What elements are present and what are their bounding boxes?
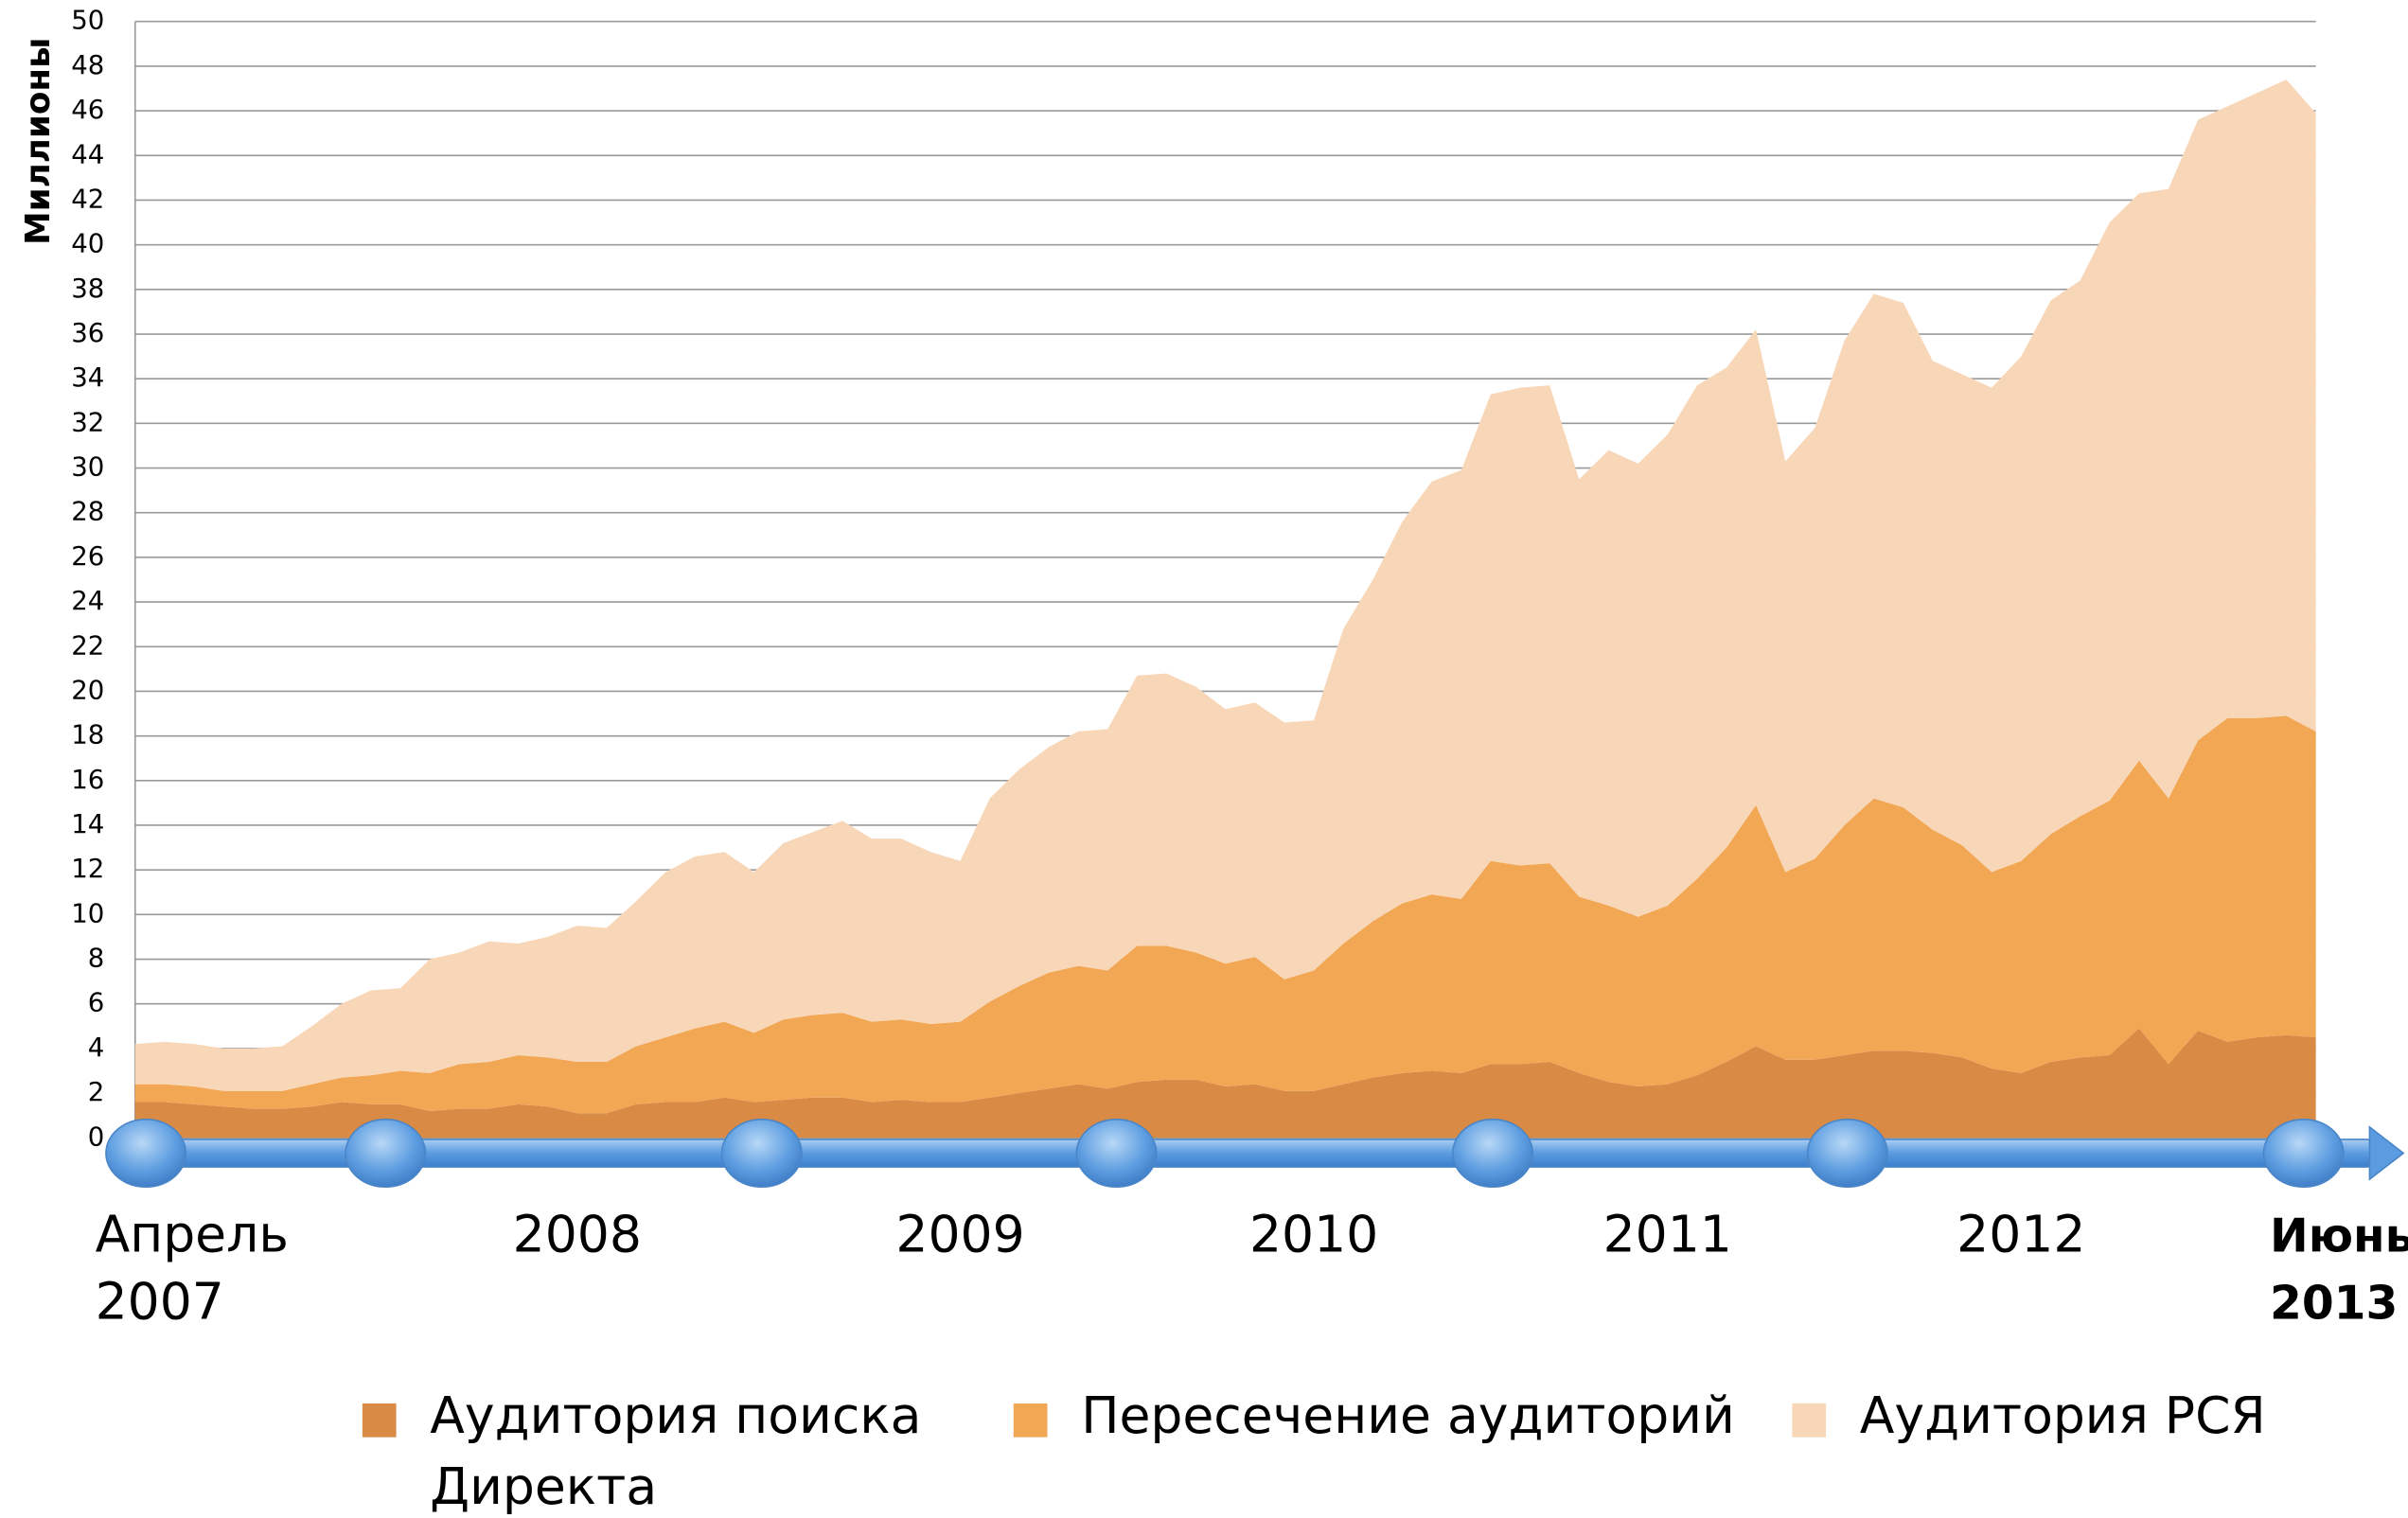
area — [134, 79, 2316, 1091]
y-tick-label: 34 — [71, 362, 104, 393]
y-tick-label: 10 — [71, 897, 104, 928]
y-tick-label: 20 — [71, 674, 104, 705]
y-tick-label: 0 — [88, 1121, 105, 1152]
y-tick-label: 24 — [71, 585, 104, 616]
timeline-knob — [1452, 1118, 1534, 1188]
timeline-knob — [1075, 1118, 1158, 1188]
legend-label: Пересечение аудиторий — [1081, 1386, 1735, 1445]
y-tick-label: 6 — [88, 987, 105, 1018]
x-tick-label: 2008 — [513, 1204, 642, 1263]
x-tick-label: 2010 — [1249, 1204, 1378, 1263]
legend-label: Аудитория поиска Директа — [430, 1386, 921, 1516]
y-tick-label: 4 — [88, 1032, 105, 1063]
x-tick-label: 2011 — [1603, 1204, 1732, 1263]
y-tick-label: 18 — [71, 719, 104, 750]
legend-label: Аудитория РСЯ — [1860, 1386, 2266, 1445]
legend-swatch — [362, 1403, 397, 1438]
x-tick-label: 2009 — [895, 1204, 1024, 1263]
timeline-knob — [345, 1118, 427, 1188]
timeline-arrow — [2368, 1125, 2405, 1181]
x-labels: Апрель 2007 2008 2009 2010 2011 2012 Июнь 2013 — [96, 1204, 2408, 1331]
y-tick-label: 8 — [88, 943, 105, 974]
y-tick-label: 48 — [71, 49, 104, 80]
timeline — [105, 1118, 2405, 1188]
x-tick-label: Июнь 2013 — [2270, 1209, 2408, 1330]
timeline-knob — [720, 1118, 803, 1188]
legend-swatch — [1792, 1403, 1827, 1438]
y-tick-label: 16 — [71, 764, 104, 795]
y-tick-label: 14 — [71, 808, 104, 839]
y-tick-label: 42 — [71, 183, 104, 214]
y-tick-label: 2 — [88, 1076, 105, 1107]
y-tick-label: 50 — [71, 5, 104, 36]
timeline-knob — [2262, 1118, 2345, 1188]
timeline-bar — [106, 1138, 2374, 1168]
y-axis-label: Миллионы — [19, 38, 58, 245]
y-tick-label: 38 — [71, 273, 104, 304]
area — [134, 1028, 2316, 1138]
areas — [134, 79, 2316, 1138]
x-tick-label: 2012 — [1956, 1204, 2085, 1263]
y-tick-label: 30 — [71, 451, 104, 483]
y-tick-label: 46 — [71, 94, 104, 125]
legend-swatch — [1013, 1403, 1048, 1438]
y-tick-label: 32 — [71, 406, 104, 437]
y-tick-label: 22 — [71, 629, 104, 661]
legend: Аудитория поиска Директа Пересечение аудит… — [362, 1386, 2266, 1516]
y-tick-label: 44 — [71, 138, 104, 169]
y-tick-label: 26 — [71, 540, 104, 572]
timeline-knob — [1806, 1118, 1888, 1188]
y-tick-label: 36 — [71, 317, 104, 348]
y-tick-label: 40 — [71, 228, 104, 259]
y-tick-label: 28 — [71, 496, 104, 527]
area — [134, 715, 2316, 1114]
y-tick-label: 12 — [71, 853, 104, 884]
timeline-knob — [105, 1118, 187, 1188]
x-tick-label: Апрель 2007 — [96, 1204, 289, 1331]
